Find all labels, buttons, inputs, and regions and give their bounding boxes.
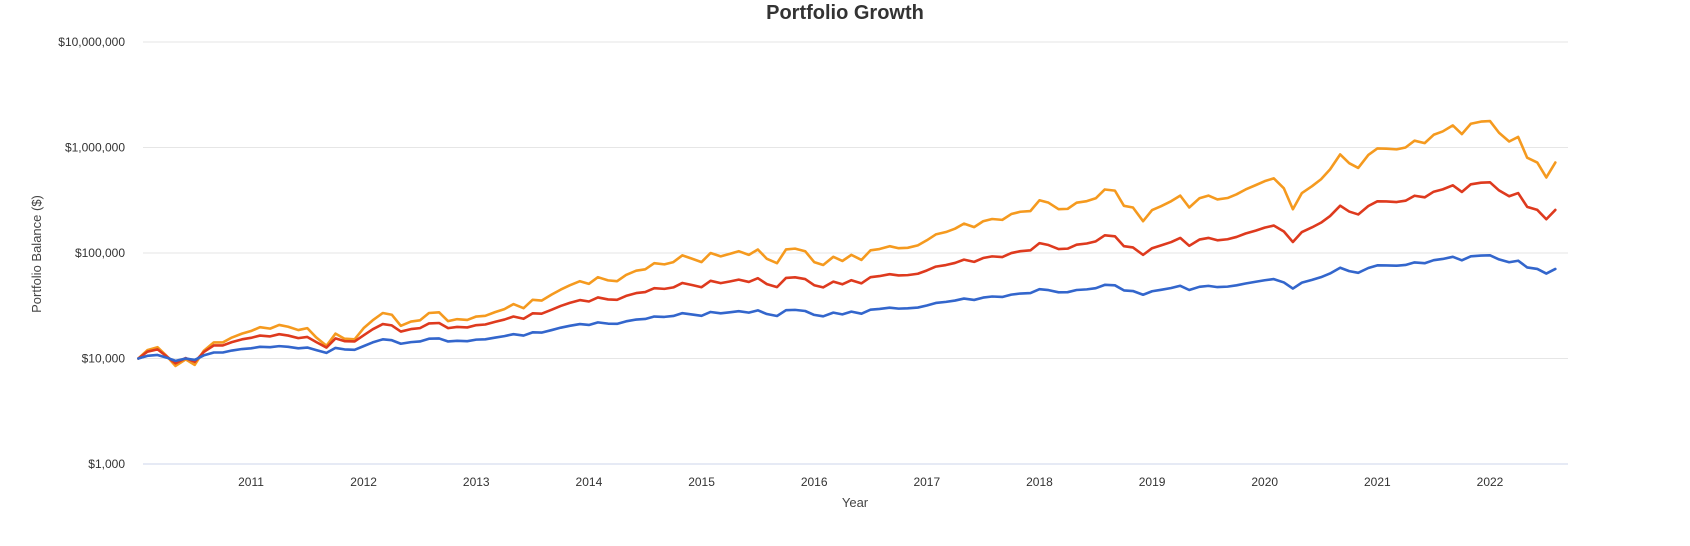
gridlines (143, 41, 1568, 465)
y-axis-label: Portfolio Balance ($) (29, 195, 44, 313)
y-axis-ticks: $1,000 $10,000 $100,000 $1,000,000 $10,000,0… (58, 35, 125, 471)
x-tick-label: 2022 (1477, 475, 1504, 489)
y-tick-label: $10,000,000 (58, 35, 125, 49)
x-tick-label: 2014 (576, 475, 603, 489)
y-tick-label: $10,000 (82, 352, 126, 366)
y-tick-label: $1,000,000 (65, 141, 125, 155)
series-lines (137, 119, 1557, 368)
x-tick-label: 2019 (1139, 475, 1166, 489)
x-tick-label: 2016 (801, 475, 828, 489)
x-tick-label: 2015 (688, 475, 715, 489)
x-tick-label: 2021 (1364, 475, 1391, 489)
x-tick-label: 2018 (1026, 475, 1053, 489)
x-axis-label: Year (842, 495, 869, 510)
y-tick-label: $100,000 (75, 246, 125, 260)
series-line-3 (137, 254, 1557, 363)
y-tick-label: $1,000 (88, 457, 125, 471)
x-axis-ticks: 2011 2012 2013 2014 2015 2016 2017 2018 2019 2020… (238, 475, 1504, 489)
x-tick-label: 2020 (1251, 475, 1278, 489)
x-tick-label: 2013 (463, 475, 490, 489)
series-line-2 (137, 180, 1557, 365)
chart-title: Portfolio Growth (766, 2, 924, 24)
x-tick-label: 2011 (238, 475, 264, 489)
x-tick-label: 2012 (350, 475, 377, 489)
x-tick-label: 2017 (913, 475, 940, 489)
series-line-1 (137, 119, 1557, 368)
